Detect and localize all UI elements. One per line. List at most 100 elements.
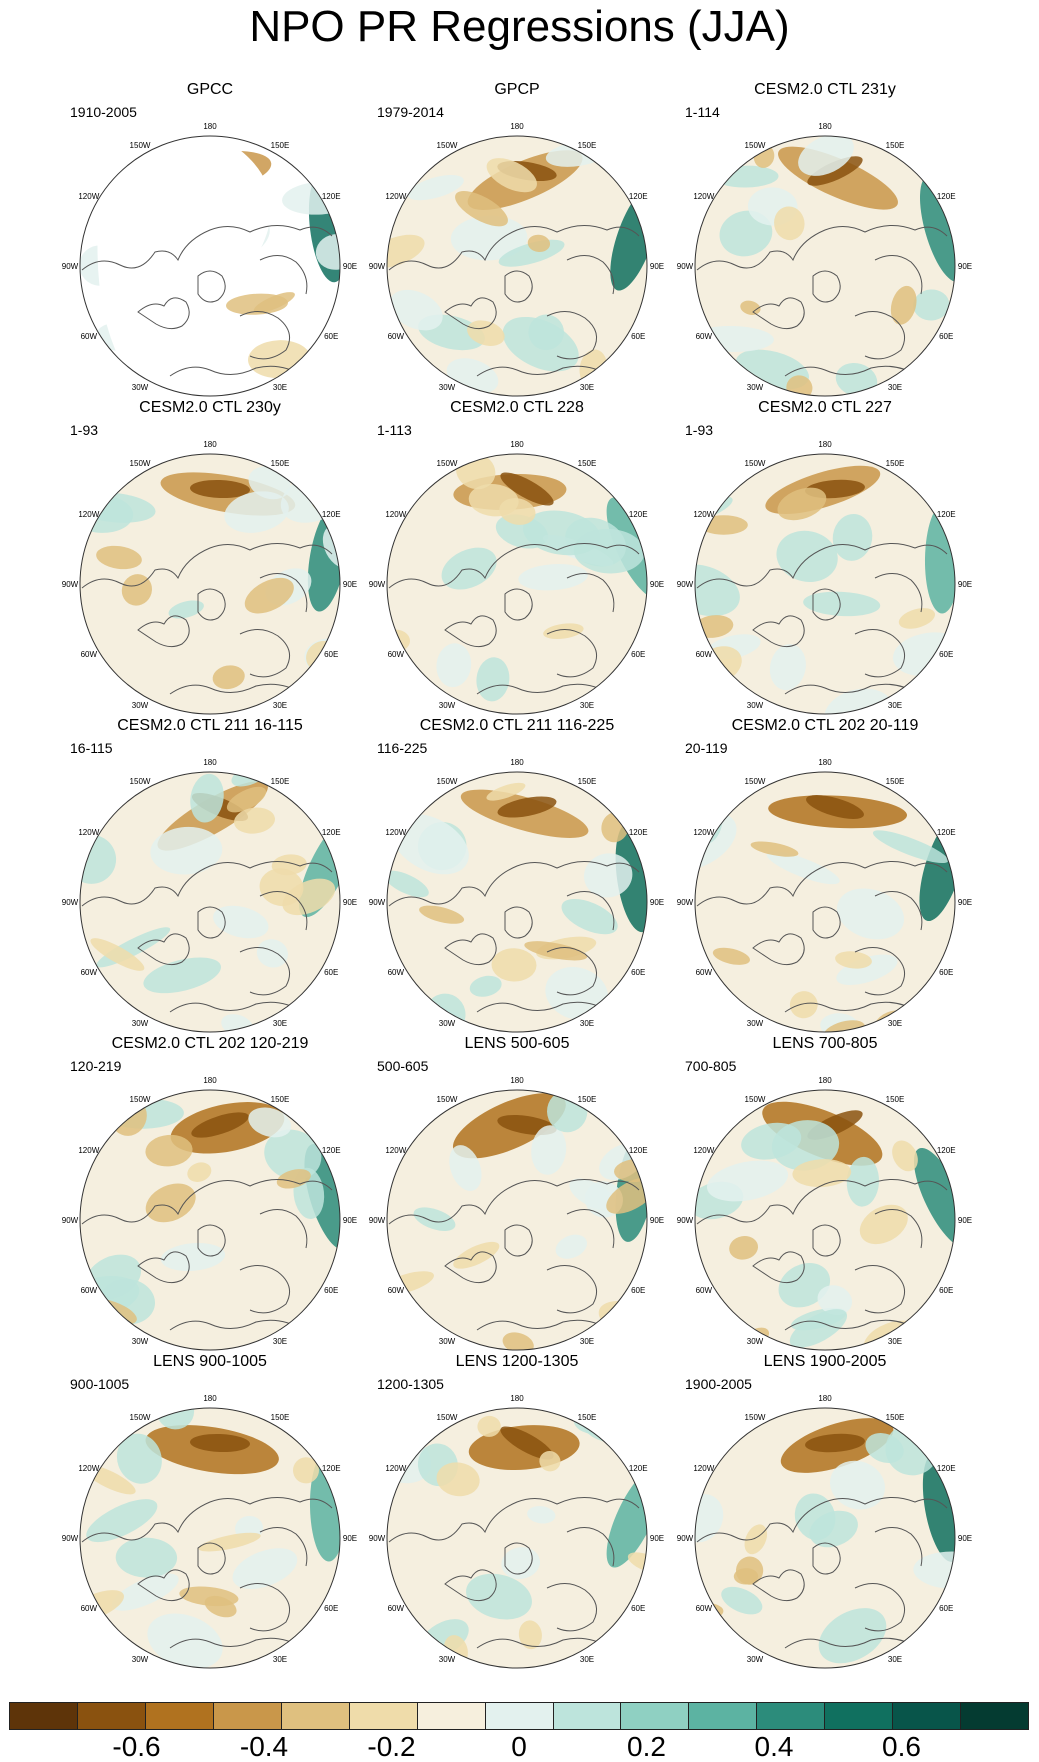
- longitude-label: 60E: [939, 968, 953, 977]
- longitude-label: 90E: [343, 262, 357, 271]
- longitude-label: 60W: [81, 968, 98, 977]
- longitude-label: 150E: [271, 459, 290, 468]
- longitude-label: 60E: [324, 650, 338, 659]
- longitude-label: 30E: [888, 1655, 902, 1664]
- longitude-label: 120E: [322, 510, 341, 519]
- longitude-label: 120E: [937, 192, 956, 201]
- longitude-label: 90E: [650, 1216, 664, 1225]
- longitude-label: 150E: [886, 1413, 905, 1422]
- panel-period: 1979-2014: [377, 104, 444, 120]
- panel-title: CESM2.0 CTL 211 116-225: [419, 717, 615, 734]
- longitude-label: 150W: [437, 1095, 458, 1104]
- map-panel: 180150E120E90E60E30E030W60W90W120W150WCE…: [675, 398, 975, 718]
- longitude-label: 30E: [273, 1655, 287, 1664]
- longitude-label: 120E: [937, 510, 956, 519]
- longitude-label: 60E: [631, 1286, 645, 1295]
- colorbar-bin: [484, 1703, 553, 1729]
- longitude-label: 90E: [343, 580, 357, 589]
- panel-title: LENS 1900-2005: [763, 1353, 887, 1370]
- longitude-label: 120W: [78, 1146, 99, 1155]
- longitude-label: 120W: [693, 192, 714, 201]
- longitude-label: 120W: [385, 192, 406, 201]
- polar-map: 180150E120E90E60E30E030W60W90W120W150W: [62, 1076, 357, 1351]
- longitude-label: 90W: [677, 262, 694, 271]
- longitude-label: 60E: [631, 1604, 645, 1613]
- colorbar-tick-label: 0.4: [754, 1731, 794, 1762]
- longitude-label: 30W: [132, 701, 149, 710]
- panel-title: LENS 700-805: [772, 1035, 878, 1052]
- longitude-label: 90E: [958, 262, 972, 271]
- longitude-label: 150E: [578, 1095, 597, 1104]
- longitude-label: 150W: [130, 459, 151, 468]
- map-panel: 180150E120E90E60E30E030W60W90W120W150WCE…: [675, 716, 975, 1036]
- longitude-label: 120E: [322, 1464, 341, 1473]
- longitude-label: 90E: [958, 580, 972, 589]
- longitude-label: 60E: [324, 332, 338, 341]
- longitude-label: 120W: [78, 192, 99, 201]
- polar-map: 180150E120E90E60E30E030W60W90W120W150W: [369, 440, 664, 715]
- map-panel: 180150E120E90E60E30E030W60W90W120W150W LE…: [675, 1352, 975, 1672]
- longitude-label: 60E: [324, 1604, 338, 1613]
- colorbar-bin: [280, 1703, 349, 1729]
- longitude-label: 60W: [696, 968, 713, 977]
- longitude-label: 90E: [343, 898, 357, 907]
- longitude-label: 150E: [886, 1095, 905, 1104]
- longitude-label: 180: [510, 1394, 524, 1403]
- longitude-label: 60W: [696, 650, 713, 659]
- longitude-label: 150W: [130, 1413, 151, 1422]
- longitude-label: 150E: [271, 777, 290, 786]
- panel-title: CESM2.0 CTL 227: [758, 399, 892, 416]
- colorbar-tick-label: 0.6: [882, 1731, 921, 1762]
- longitude-label: 90E: [650, 262, 664, 271]
- longitude-label: 90W: [369, 1216, 386, 1225]
- longitude-label: 90W: [677, 580, 694, 589]
- longitude-label: 60W: [81, 650, 98, 659]
- colorbar-bin: [416, 1703, 485, 1729]
- longitude-label: 180: [510, 440, 524, 449]
- colorbar-bin: [756, 1703, 825, 1729]
- colorbar-bin: [824, 1703, 893, 1729]
- longitude-label: 90E: [958, 898, 972, 907]
- longitude-label: 30W: [132, 1019, 149, 1028]
- polar-map: 180150E120E90E60E30E030W60W90W120W150W: [369, 1076, 664, 1351]
- longitude-label: 150E: [886, 459, 905, 468]
- polar-map: 180150E120E90E60E30E030W60W90W120W150W: [677, 1394, 972, 1669]
- longitude-label: 90E: [650, 580, 664, 589]
- map-panel: 180150E120E90E60E30E030W60W90W120W150WCE…: [60, 716, 360, 1036]
- colorbar: -0.6 -0.4 -0.2 0 0.2 0.4 0.6: [9, 1702, 1029, 1762]
- map-panel: 180150E120E90E60E30E030W60W90W120W150WLE…: [675, 1034, 975, 1354]
- longitude-label: 30E: [888, 1019, 902, 1028]
- longitude-label: 120W: [385, 1146, 406, 1155]
- longitude-label: 180: [510, 758, 524, 767]
- longitude-label: 120E: [322, 1146, 341, 1155]
- longitude-label: 180: [203, 1076, 217, 1085]
- longitude-label: 120E: [629, 1146, 648, 1155]
- polar-map: 180150E120E90E60E30E030W60W90W120W150W: [369, 758, 664, 1033]
- longitude-label: 60W: [388, 1286, 405, 1295]
- longitude-label: 120E: [322, 828, 341, 837]
- longitude-label: 180: [203, 440, 217, 449]
- longitude-label: 120E: [322, 192, 341, 201]
- map-panel: 180150E120E90E60E30E030W60W90W120W150WLE…: [60, 1352, 360, 1672]
- longitude-label: 30E: [273, 701, 287, 710]
- panel-title: LENS 1200-1305: [455, 1353, 579, 1370]
- longitude-label: 30W: [439, 1337, 456, 1346]
- longitude-label: 30W: [439, 1019, 456, 1028]
- longitude-label: 90E: [650, 1534, 664, 1543]
- longitude-label: 30E: [580, 701, 594, 710]
- panel-period: 1-93: [685, 422, 714, 438]
- polar-map: 180150E120E90E60E30E030W60W90W120W150W: [677, 758, 972, 1033]
- longitude-label: 150W: [745, 777, 766, 786]
- longitude-label: 120E: [629, 510, 648, 519]
- panel-title: GPCP: [494, 81, 540, 98]
- longitude-label: 30W: [747, 383, 764, 392]
- longitude-label: 60W: [388, 332, 405, 341]
- polar-map: 180150E120E90E60E30E030W60W90W120W150W: [62, 1394, 357, 1669]
- longitude-label: 90E: [958, 1216, 972, 1225]
- longitude-label: 30E: [580, 1019, 594, 1028]
- panel-period: 1200-1305: [377, 1376, 444, 1392]
- panel-period: 1910-2005: [70, 104, 137, 120]
- panel-period: 120-219: [70, 1058, 122, 1074]
- longitude-label: 120W: [693, 1146, 714, 1155]
- polar-map: 180150E120E90E60E30E030W60W90W120W150W: [677, 440, 972, 715]
